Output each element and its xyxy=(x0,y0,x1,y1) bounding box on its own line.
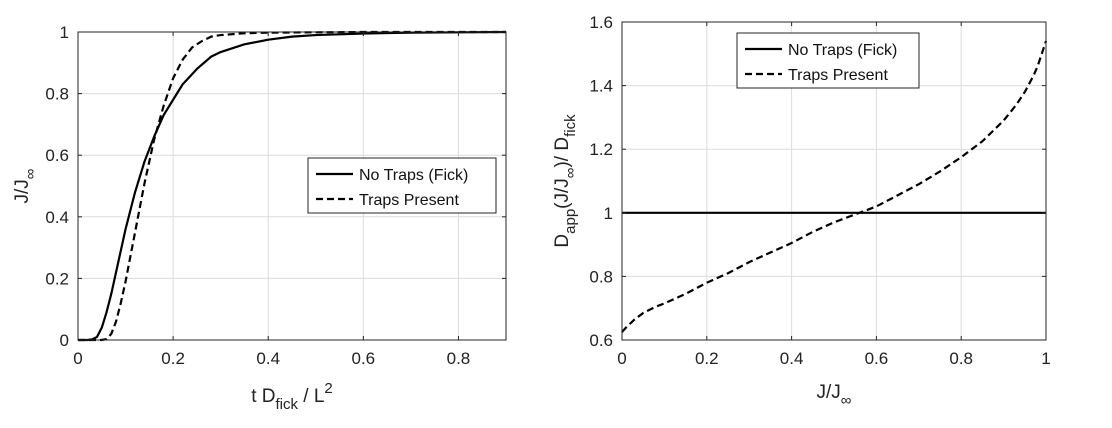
x-tick-label: 0.2 xyxy=(161,349,185,368)
y-tick-label: 1 xyxy=(604,204,613,223)
legend-box xyxy=(736,32,920,89)
series-line-traps-present xyxy=(78,30,506,342)
y-tick-label: 1.4 xyxy=(589,77,613,96)
y-tick-label: 1 xyxy=(60,23,69,42)
chart-panel-1: 0 0.2 0.4 0.6 0.8 0 0.2 0.4 0.6 0.8 1 t Dfick / L2 J… xyxy=(12,23,507,413)
series-line-no-traps-fick- xyxy=(78,30,507,342)
legend-entry-label: Traps Present xyxy=(359,192,459,209)
y-tick-label: 0.6 xyxy=(45,146,69,165)
series-line-traps-present xyxy=(621,40,1048,333)
y-tick-label: 0.8 xyxy=(45,85,69,104)
y-tick-label: 0.6 xyxy=(589,331,613,350)
legend: No Traps (Fick) Traps Present xyxy=(736,32,920,89)
legend: No Traps (Fick) Traps Present xyxy=(307,157,497,214)
x-tick-label: 0.8 xyxy=(949,349,973,368)
x-tick-label: 0 xyxy=(73,349,82,368)
y-tick-label: 1.6 xyxy=(589,13,613,32)
x-tick-label: 0.4 xyxy=(780,349,804,368)
y-axis-label: J/J∞ xyxy=(12,168,39,203)
x-tick-label: 0.8 xyxy=(447,349,471,368)
x-tick-label: 0.6 xyxy=(352,349,376,368)
axes-box xyxy=(77,31,507,341)
x-tick-label: 0.4 xyxy=(256,349,280,368)
y-axis-label: Dapp(J/J∞)/ Dfick xyxy=(552,114,579,248)
legend-box xyxy=(307,157,497,214)
x-tick-label: 0.2 xyxy=(695,349,719,368)
y-tick-label: 0.2 xyxy=(45,269,69,288)
x-tick-label: 1 xyxy=(1041,349,1050,368)
x-tick-label: 0 xyxy=(617,349,626,368)
x-axis-label: J/J∞ xyxy=(817,382,852,409)
y-tick-label: 0.8 xyxy=(589,267,613,286)
y-tick-label: 0.4 xyxy=(45,208,69,227)
legend-entry-label: Traps Present xyxy=(788,67,888,84)
x-tick-label: 0.6 xyxy=(865,349,889,368)
x-axis-label: t Dfick / L2 xyxy=(251,380,333,413)
y-tick-label: 1.2 xyxy=(589,140,613,159)
legend-entry-label: No Traps (Fick) xyxy=(788,42,897,59)
axes-box xyxy=(621,21,1047,341)
chart-panel-2: 0 0.2 0.4 0.6 0.8 1 0.6 0.8 1 1.2 1.4 1.6 J/J∞ Dapp(J… xyxy=(552,13,1051,409)
legend-entry-label: No Traps (Fick) xyxy=(359,167,468,184)
y-tick-label: 0 xyxy=(60,331,69,350)
